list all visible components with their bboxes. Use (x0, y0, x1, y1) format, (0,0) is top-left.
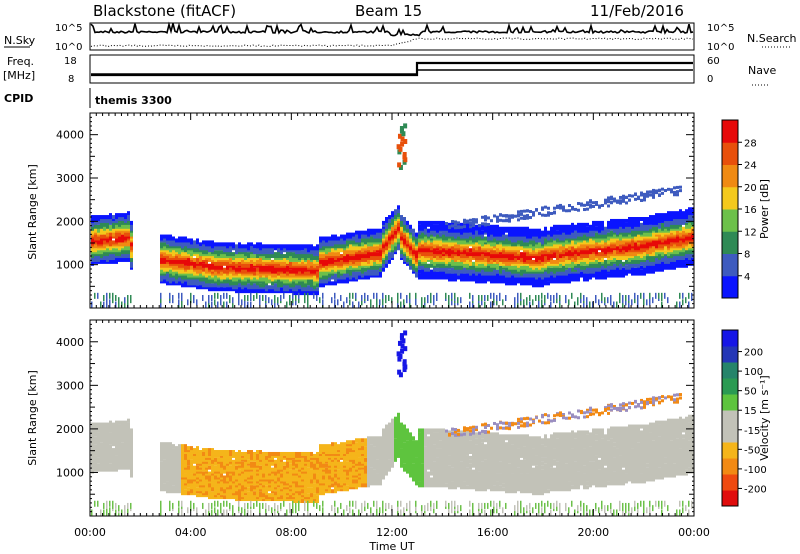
colorbar-tick-label: 24 (744, 161, 757, 172)
colorbar-tick-label: 4 (744, 272, 750, 283)
xaxis-label: Time UT (368, 540, 414, 553)
velocity-colorbar: 200 100 50 15 -15 -50 -100 -200 Velocity [m s⁻¹… (721, 329, 771, 507)
nsky-label: N.Sky (4, 34, 36, 47)
power-colorbar-label: Power [dB] (758, 179, 771, 239)
y-tick-label: 2000 (56, 215, 84, 228)
noise-tick-right-bottom: 10^0 (707, 42, 734, 53)
y-tick-label: 3000 (56, 379, 84, 392)
noise-panel: N.Sky 10^5 10^0 10^5 10^0 N.Search (4, 21, 797, 53)
x-tick-label: 00:00 (678, 526, 710, 539)
nave-label: Nave (748, 64, 776, 77)
y-tick-label: 1000 (56, 259, 84, 272)
colorbar-tick-label: 100 (744, 367, 763, 378)
cpid-label: CPID (4, 92, 33, 105)
noise-search-line (90, 37, 694, 48)
cpid-panel: CPID themis 3300 (4, 88, 172, 108)
colorbar-tick-label: -15 (744, 426, 760, 437)
colorbar-tick-label: 20 (744, 183, 757, 194)
x-tick-label: 20:00 (577, 526, 609, 539)
y-tick-label: 1000 (56, 466, 84, 479)
noise-sky-line (90, 21, 694, 37)
freq-tick-top: 18 (64, 56, 77, 67)
colorbar-tick-label: -200 (744, 484, 767, 495)
colorbar-tick-label: 28 (744, 138, 757, 149)
x-tick-label: 00:00 (74, 526, 106, 539)
power-colorbar: 4 8 12 16 20 24 28 Power [dB] (721, 119, 771, 299)
velocity-data (91, 330, 694, 516)
colorbar-tick-label: 50 (744, 387, 757, 398)
freq-line (91, 61, 693, 77)
freq-panel: Freq. [MHz] 18 8 60 0 Nave (3, 54, 776, 86)
x-tick-label: 04:00 (175, 526, 207, 539)
velocity-colorbar-label: Velocity [m s⁻¹] (758, 375, 771, 460)
nave-line (91, 69, 693, 75)
power-ylabel: Slant Range [km] (26, 164, 39, 260)
x-tick-label: 08:00 (275, 526, 307, 539)
date-title: 11/Feb/2016 (590, 2, 684, 20)
colorbar-tick-label: -100 (744, 465, 767, 476)
colorbar-tick-label: 200 (744, 348, 763, 359)
noise-tick-right-top: 10^5 (707, 23, 734, 34)
nsearch-label: N.Search (747, 32, 797, 45)
velocity-ylabel: Slant Range [km] (26, 370, 39, 466)
x-tick-label: 16:00 (477, 526, 509, 539)
x-tick-label: 12:00 (376, 526, 408, 539)
nave-tick-bottom: 0 (707, 74, 713, 85)
power-panel: 1000 2000 3000 4000 Slant Range [km] (26, 112, 695, 309)
freq-unit-label: [MHz] (3, 69, 35, 82)
noise-tick-left-top: 10^5 (55, 23, 82, 34)
beam-title: Beam 15 (355, 2, 422, 20)
colorbar-tick-label: 12 (744, 227, 757, 238)
colorbar-tick-label: -50 (744, 445, 760, 456)
colorbar-tick-label: 8 (744, 250, 750, 261)
station-title: Blackstone (fitACF) (93, 2, 236, 20)
y-tick-label: 2000 (56, 423, 84, 436)
freq-label: Freq. (7, 55, 34, 68)
freq-tick-bottom: 8 (68, 74, 74, 85)
nave-tick-top: 60 (707, 56, 720, 67)
colorbar-tick-label: 16 (744, 205, 757, 216)
y-tick-label: 4000 (56, 129, 84, 142)
cpid-value: themis 3300 (95, 94, 172, 107)
y-tick-label: 3000 (56, 172, 84, 185)
noise-tick-left-bottom: 10^0 (55, 42, 82, 53)
colorbar-tick-label: 15 (744, 406, 757, 417)
power-data (91, 123, 694, 308)
x-tick-labels: 00:00 04:00 08:00 12:00 16:00 20:00 00:00 (74, 526, 710, 539)
y-tick-label: 4000 (56, 336, 84, 349)
velocity-panel: 1000 2000 3000 4000 Slant Range [km] Time U… (26, 319, 695, 553)
